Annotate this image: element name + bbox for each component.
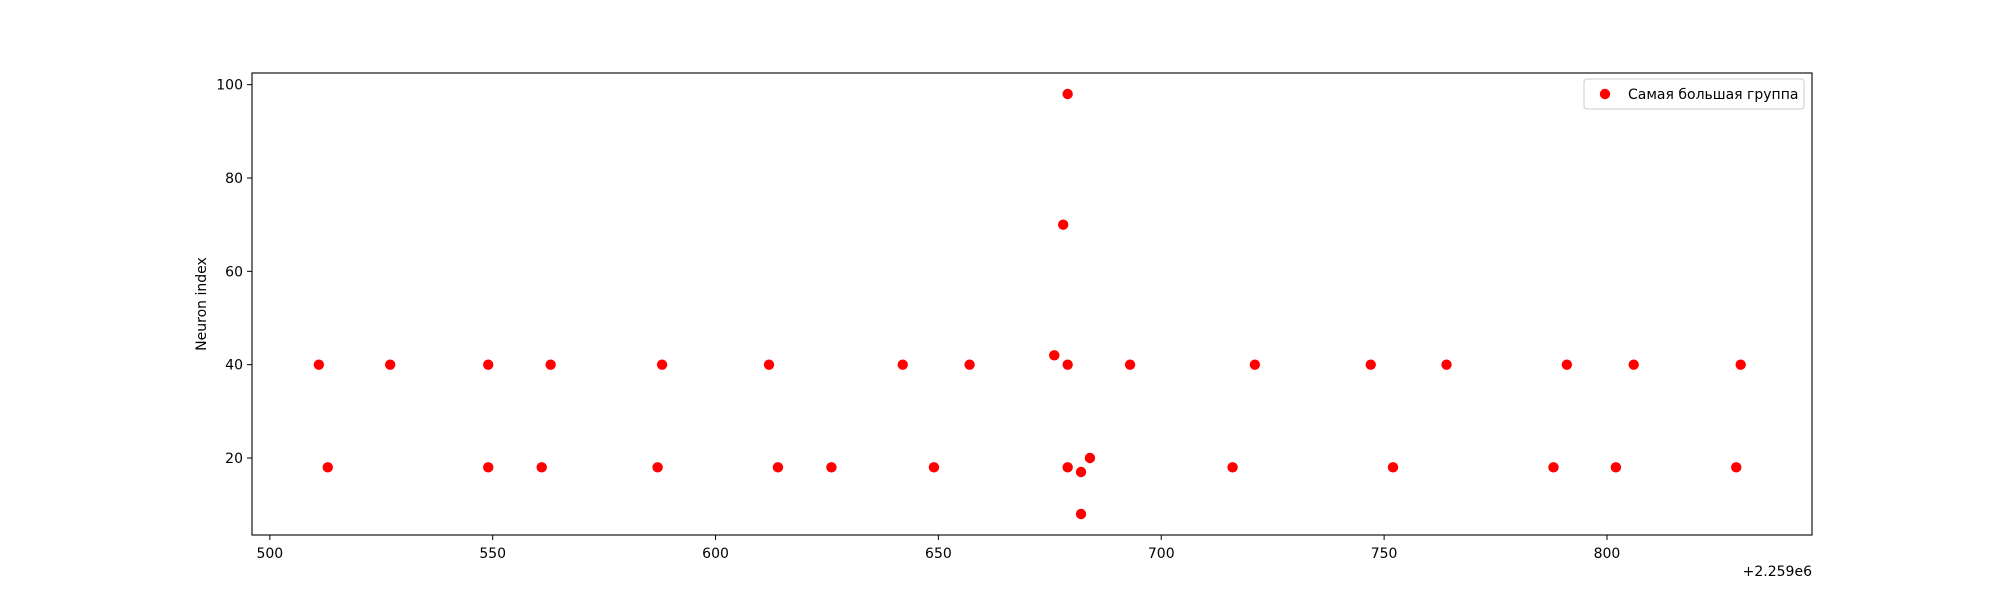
- y-tick-label: 40: [225, 358, 243, 374]
- legend-marker: [1599, 88, 1611, 100]
- data-point: [772, 462, 784, 473]
- data-point: [1062, 88, 1073, 100]
- data-point: [1441, 359, 1452, 370]
- data-point: [826, 462, 837, 473]
- data-point: [483, 359, 494, 370]
- points-layer: [313, 88, 1746, 520]
- data-point: [1731, 462, 1742, 473]
- data-point: [1548, 462, 1559, 473]
- data-point: [1058, 219, 1069, 230]
- x-tick-label: 800: [1594, 546, 1621, 562]
- data-point: [1062, 359, 1073, 370]
- x-tick-label: 600: [702, 546, 729, 562]
- data-point: [1084, 452, 1096, 464]
- data-point: [928, 462, 940, 473]
- x-tick-label: 500: [256, 546, 283, 562]
- data-point: [1387, 462, 1399, 473]
- y-tick-label: 60: [225, 264, 243, 280]
- legend-label: Самая большая группа: [1628, 87, 1798, 103]
- data-point: [1735, 359, 1746, 370]
- data-point: [322, 462, 333, 473]
- data-point: [1610, 462, 1622, 473]
- y-axis-label: Neuron index: [194, 257, 210, 351]
- data-point: [313, 359, 325, 370]
- x-offset-label: +2.259e6: [1743, 564, 1812, 580]
- data-point: [1628, 359, 1639, 370]
- data-point: [763, 359, 775, 370]
- data-point: [483, 462, 494, 473]
- data-point: [545, 359, 556, 370]
- data-point: [656, 359, 668, 370]
- plot-frame: [251, 72, 1813, 536]
- legend: Самая большая группа: [1583, 78, 1805, 110]
- x-tick-label: 750: [1371, 546, 1398, 562]
- x-tick-label: 700: [1148, 546, 1175, 562]
- data-point: [1227, 462, 1238, 473]
- data-point: [1062, 462, 1073, 473]
- data-point: [652, 462, 663, 473]
- y-tick-label: 80: [225, 171, 243, 187]
- y-tick-label: 20: [225, 451, 243, 467]
- data-point: [1124, 359, 1136, 370]
- data-point: [897, 359, 908, 370]
- axes-layer: 500 550 600 650 700 750 800 +2.259e6 20 40 60 80 100…: [194, 72, 1813, 580]
- data-point: [1049, 350, 1060, 361]
- data-point: [964, 359, 975, 370]
- x-tick-label: 550: [479, 546, 506, 562]
- x-tick-label: 650: [925, 546, 952, 562]
- data-point: [536, 462, 547, 473]
- data-point: [1561, 359, 1573, 370]
- data-point: [1365, 359, 1376, 370]
- data-point: [384, 359, 396, 370]
- y-tick-label: 100: [216, 78, 243, 94]
- legend-box: [1583, 78, 1805, 110]
- data-point: [1075, 508, 1087, 520]
- data-point: [1075, 466, 1087, 478]
- data-point: [1249, 359, 1261, 370]
